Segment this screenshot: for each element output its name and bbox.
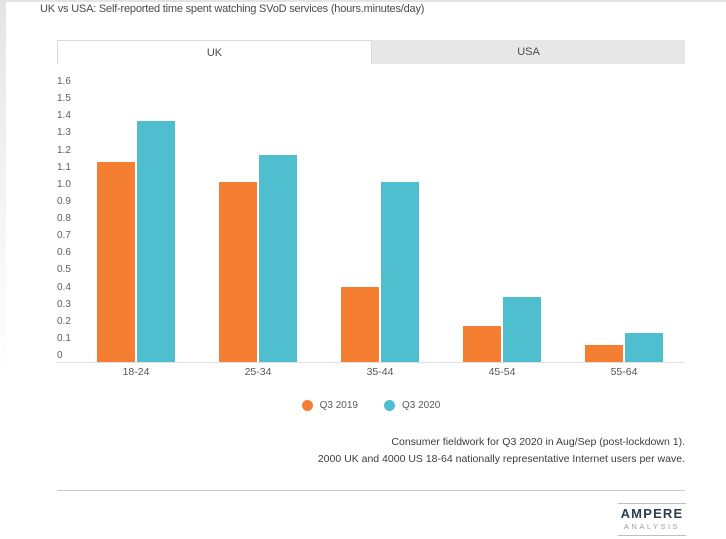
plot-area — [75, 88, 685, 362]
category-slot-25-34 — [197, 88, 319, 362]
y-axis-tick-label: 1.5 — [57, 93, 71, 105]
x-axis-line — [57, 362, 685, 363]
bar-q3-2020-55-64[interactable] — [625, 332, 663, 362]
y-axis-tick-label: 1.3 — [57, 127, 71, 139]
bar-q3-2020-45-54[interactable] — [503, 296, 541, 362]
y-axis-tick-label: 0.7 — [57, 230, 71, 242]
bar-q3-2019-25-34[interactable] — [219, 182, 257, 362]
tab-uk[interactable]: UK — [57, 40, 372, 64]
bar-q3-2020-25-34[interactable] — [259, 154, 297, 362]
legend-label: Q3 2019 — [319, 399, 358, 411]
top-edge-line — [0, 0, 726, 2]
x-axis-tick-label-18-24: 18-24 — [122, 366, 150, 378]
legend-item-q3-2020[interactable]: Q3 2020 — [384, 399, 441, 411]
x-axis-tick-label-45-54: 45-54 — [488, 366, 516, 378]
legend-dot-q3-2020 — [384, 399, 395, 411]
category-slot-18-24 — [75, 88, 197, 362]
ampere-logo: AMPERE ANALYSIS — [618, 503, 686, 536]
logo-subtext: ANALYSIS — [623, 522, 681, 531]
footnote-line-2: 2000 UK and 4000 US 18-64 nationally rep… — [317, 453, 685, 465]
logo-rule-bottom — [618, 535, 686, 536]
logo-rule-top — [618, 503, 686, 504]
y-axis-tick-label: 0.8 — [57, 213, 71, 224]
footer-divider — [57, 490, 685, 491]
y-axis-tick-label: 0 — [57, 350, 63, 361]
category-slot-45-54 — [441, 88, 563, 362]
legend-item-q3-2019[interactable]: Q3 2019 — [301, 399, 358, 411]
legend-label: Q3 2020 — [402, 399, 441, 411]
x-axis-tick-label-25-34: 25-34 — [244, 366, 272, 378]
tab-usa[interactable]: USA — [372, 40, 685, 64]
bar-q3-2019-55-64[interactable] — [585, 344, 623, 362]
y-axis-tick-label: 1.0 — [57, 178, 71, 190]
x-axis-tick-label-55-64: 55-64 — [610, 366, 638, 378]
page-title: UK vs USA: Self-reported time spent watc… — [40, 3, 425, 15]
y-axis-tick-label: 0.5 — [57, 264, 71, 276]
y-axis-tick-label: 1.1 — [57, 161, 71, 173]
country-tabs: UK USA — [57, 40, 685, 64]
y-axis-tick-label: 1.4 — [57, 110, 71, 122]
y-axis-tick-label: 0.4 — [57, 281, 71, 293]
y-axis-tick-label: 0.3 — [57, 298, 71, 310]
footnotes: Consumer fieldwork for Q3 2020 in Aug/Se… — [318, 434, 685, 468]
category-slot-35-44 — [319, 88, 441, 362]
y-axis-tick-label: 0.2 — [57, 315, 71, 327]
chart-legend: Q3 2019 Q3 2020 — [57, 397, 685, 413]
category-slot-55-64 — [563, 88, 685, 362]
bar-q3-2020-35-44[interactable] — [381, 182, 419, 362]
bar-q3-2020-18-24[interactable] — [137, 120, 175, 362]
y-axis-tick-label: 0.6 — [57, 247, 71, 259]
x-axis-tick-label-35-44: 35-44 — [366, 366, 394, 378]
y-axis-tick-label: 0.1 — [57, 332, 71, 344]
bar-q3-2019-18-24[interactable] — [97, 161, 135, 362]
bar-q3-2019-35-44[interactable] — [341, 286, 379, 362]
y-axis-tick-label: 1.6 — [57, 76, 71, 87]
legend-dot-q3-2019 — [301, 399, 313, 411]
bar-q3-2019-45-54[interactable] — [463, 326, 501, 362]
left-edge-strip — [0, 0, 6, 539]
footnote-line-1: Consumer fieldwork for Q3 2020 in Aug/Se… — [391, 436, 685, 448]
y-axis-tick-label: 0.9 — [57, 195, 71, 207]
y-axis-tick-label: 1.2 — [57, 144, 71, 156]
x-axis-labels: 18-24 25-34 35-44 45-54 55-64 — [75, 366, 685, 378]
logo-wordmark: AMPERE — [620, 506, 684, 521]
